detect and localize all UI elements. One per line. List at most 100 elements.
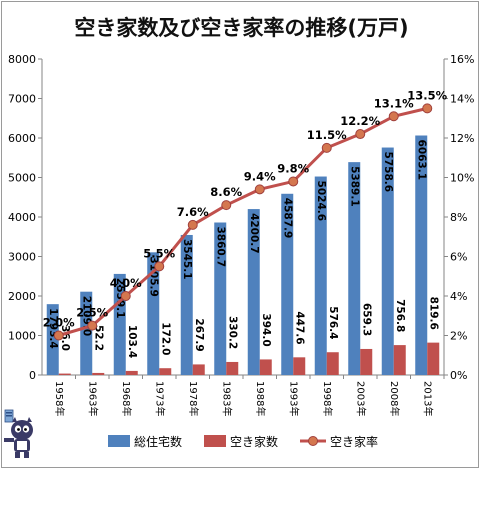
- label-total-housing: 4200.7: [248, 213, 260, 254]
- legend-label-total-housing: 総住宅数: [134, 434, 182, 449]
- x-tick-label: 1958年: [53, 381, 66, 416]
- bar-total-housing: [80, 291, 93, 375]
- bar-vacant-houses: [58, 373, 71, 375]
- y-tick-label: 0: [29, 369, 36, 382]
- y2-tick-label: 0%: [450, 369, 467, 382]
- y-tick-label: 5000: [8, 172, 36, 185]
- point-vacancy-rate: [388, 111, 399, 122]
- line-vacancy-rate: [58, 106, 428, 337]
- y2-tick-label: 2%: [450, 330, 467, 343]
- legend-label-vacant-houses: 空き家数: [230, 434, 278, 449]
- bar-total-housing: [214, 222, 227, 375]
- y2-tick-label: 16%: [450, 53, 474, 66]
- x-tick-label: 2008年: [388, 381, 401, 416]
- x-tick-label: 1998年: [321, 381, 334, 416]
- label-vacancy-rate: 5.5%: [143, 246, 175, 260]
- label-vacant-houses: 576.4: [327, 306, 339, 339]
- bar-total-housing: [314, 176, 327, 375]
- y2-tick-label: 8%: [450, 211, 467, 224]
- bar-vacant-houses: [326, 352, 339, 375]
- point-vacancy-rate: [254, 184, 265, 195]
- bar-vacant-houses: [159, 368, 172, 375]
- label-total-housing: 5389.1: [348, 166, 360, 207]
- point-vacancy-rate: [53, 330, 64, 341]
- label-vacancy-rate: 4.0%: [110, 276, 142, 290]
- bar-vacant-houses: [125, 370, 138, 375]
- point-vacancy-rate: [221, 200, 232, 211]
- bar-vacant-houses: [393, 345, 406, 375]
- label-total-housing: 2559.1: [114, 278, 126, 319]
- point-vacancy-rate: [154, 261, 165, 272]
- x-tick-label: 2013年: [421, 381, 434, 416]
- y2-tick-label: 10%: [450, 172, 474, 185]
- label-vacancy-rate: 2.5%: [76, 306, 108, 320]
- legend-label-vacancy-rate: 空き家率: [330, 434, 378, 449]
- bar-vacant-houses: [192, 364, 205, 375]
- y-tick-label: 8000: [8, 53, 36, 66]
- x-tick-label: 1988年: [254, 381, 267, 416]
- label-vacancy-rate: 13.5%: [407, 88, 447, 102]
- label-total-housing: 3860.7: [214, 227, 226, 268]
- label-vacant-houses: 52.2: [92, 325, 104, 351]
- label-total-housing: 4587.9: [281, 198, 293, 239]
- bar-vacant-houses: [293, 357, 306, 375]
- y-tick-label: 2000: [8, 290, 36, 303]
- label-vacant-houses: 447.6: [293, 311, 305, 344]
- point-vacancy-rate: [187, 219, 198, 230]
- bar-total-housing: [281, 193, 294, 375]
- label-total-housing: 6063.1: [415, 140, 427, 181]
- label-vacant-houses: 394.0: [260, 313, 272, 346]
- legend-marker-vacancy-rate: [308, 436, 318, 446]
- label-vacancy-rate: 7.6%: [177, 205, 209, 219]
- x-tick-label: 1978年: [187, 381, 200, 416]
- x-tick-label: 1963年: [86, 381, 99, 416]
- label-vacant-houses: 659.3: [360, 303, 372, 336]
- x-tick-label: 1973年: [153, 381, 166, 416]
- x-tick-label: 1983年: [220, 381, 233, 416]
- label-total-housing: 3545.1: [181, 239, 193, 280]
- x-tick-label: 1968年: [120, 381, 133, 416]
- point-vacancy-rate: [288, 176, 299, 187]
- x-tick-label: 1993年: [287, 381, 300, 416]
- label-vacancy-rate: 8.6%: [210, 185, 242, 199]
- legend-swatch-total-housing: [108, 435, 130, 447]
- label-vacant-houses: 103.4: [126, 325, 138, 358]
- label-total-housing: 5758.6: [382, 152, 394, 193]
- point-vacancy-rate: [355, 129, 366, 140]
- label-vacancy-rate: 2.0%: [43, 316, 75, 330]
- y-tick-label: 4000: [8, 211, 36, 224]
- bar-total-housing: [147, 252, 160, 375]
- bar-vacant-houses: [92, 372, 105, 375]
- y-tick-label: 7000: [8, 93, 36, 106]
- label-vacant-houses: 756.8: [394, 299, 406, 332]
- point-vacancy-rate: [422, 103, 433, 114]
- label-vacancy-rate: 13.1%: [374, 96, 414, 110]
- label-vacant-houses: 267.9: [193, 318, 205, 351]
- bar-vacant-houses: [259, 359, 272, 375]
- point-vacancy-rate: [87, 320, 98, 331]
- bar-vacant-houses: [226, 361, 239, 375]
- y-tick-label: 6000: [8, 132, 36, 145]
- label-total-housing: 5024.6: [315, 181, 327, 222]
- label-vacant-houses: 819.6: [427, 297, 439, 330]
- y2-tick-label: 14%: [450, 93, 474, 106]
- bar-total-housing: [348, 162, 361, 375]
- bar-vacant-houses: [360, 348, 373, 375]
- label-vacancy-rate: 12.2%: [340, 114, 380, 128]
- label-vacant-houses: 330.2: [226, 316, 238, 349]
- chart-title: 空き家数及び空き家率の推移(万戸): [74, 16, 409, 40]
- bar-vacant-houses: [427, 342, 440, 375]
- point-vacancy-rate: [120, 291, 131, 301]
- label-vacancy-rate: 9.8%: [277, 161, 309, 175]
- y2-tick-label: 12%: [450, 132, 474, 145]
- label-vacancy-rate: 9.4%: [244, 169, 276, 183]
- bar-total-housing: [381, 147, 394, 375]
- bar-total-housing: [180, 234, 193, 375]
- y-tick-label: 3000: [8, 251, 36, 264]
- label-vacant-houses: 172.0: [159, 322, 171, 355]
- mascot-icon: [4, 409, 33, 458]
- bar-total-housing: [415, 135, 428, 375]
- y2-tick-label: 6%: [450, 251, 467, 264]
- bar-total-housing: [46, 304, 59, 375]
